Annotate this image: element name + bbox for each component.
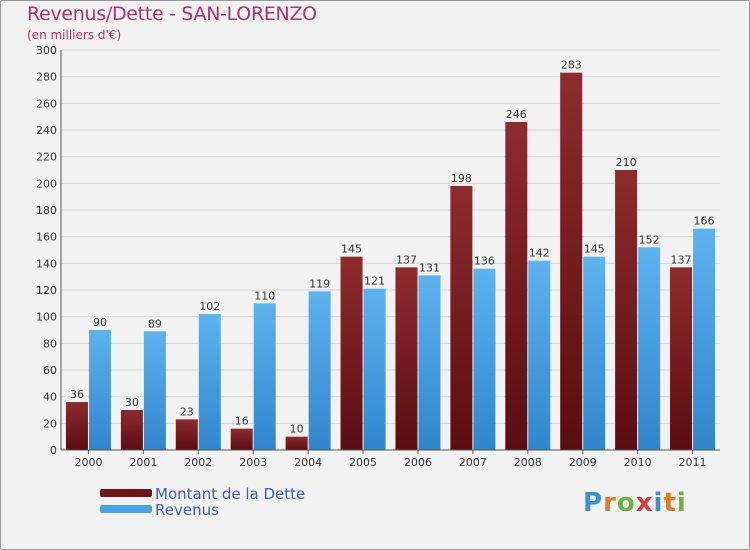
bar-revenue xyxy=(253,303,276,450)
x-tick-label: 2002 xyxy=(184,456,212,469)
data-label-revenue: 121 xyxy=(364,275,385,288)
bar-revenue xyxy=(473,268,496,450)
data-label-revenue: 102 xyxy=(199,300,220,313)
bar-revenue xyxy=(693,228,716,450)
x-tick-label: 2004 xyxy=(294,456,322,469)
x-tick-label: 2008 xyxy=(514,456,542,469)
y-tick-label: 40 xyxy=(43,391,57,404)
data-label-debt: 36 xyxy=(70,388,84,401)
legend-label-revenue: Revenus xyxy=(155,501,219,519)
x-tick-label: 2011 xyxy=(679,456,707,469)
logo-letter: P xyxy=(583,488,604,518)
y-tick-label: 280 xyxy=(36,71,57,84)
logo-letter: r xyxy=(603,488,617,518)
data-label-debt: 16 xyxy=(235,415,249,428)
bar-debt xyxy=(285,436,308,450)
bar-revenue xyxy=(638,247,661,450)
chart-subtitle: (en milliers d'€) xyxy=(27,28,122,42)
data-label-debt: 10 xyxy=(290,423,304,436)
y-tick-label: 0 xyxy=(50,444,57,457)
data-label-revenue: 142 xyxy=(529,247,550,260)
data-label-debt: 210 xyxy=(616,156,637,169)
x-tick-label: 2000 xyxy=(74,456,102,469)
data-label-debt: 30 xyxy=(125,396,139,409)
x-tick-label: 2010 xyxy=(624,456,652,469)
data-label-debt: 246 xyxy=(506,108,527,121)
data-label-revenue: 110 xyxy=(254,289,275,302)
bar-debt xyxy=(505,122,528,450)
logo-letter: i xyxy=(653,488,664,518)
bar-debt xyxy=(230,428,253,450)
bar-debt xyxy=(340,256,363,450)
data-label-revenue: 166 xyxy=(694,215,715,228)
bar-revenue xyxy=(583,256,606,450)
y-tick-label: 220 xyxy=(36,151,57,164)
legend-label-debt: Montant de la Dette xyxy=(155,485,306,503)
bar-revenue xyxy=(308,291,331,450)
y-tick-label: 300 xyxy=(36,44,57,57)
legend-swatch-debt xyxy=(100,489,152,497)
data-label-revenue: 90 xyxy=(93,316,107,329)
bar-debt xyxy=(395,267,418,450)
y-tick-label: 80 xyxy=(43,337,57,350)
data-label-debt: 137 xyxy=(671,253,692,266)
y-tick-label: 160 xyxy=(36,231,57,244)
plot-area xyxy=(61,50,720,450)
x-tick-label: 2003 xyxy=(239,456,267,469)
bar-revenue xyxy=(363,288,386,450)
y-tick-label: 100 xyxy=(36,311,57,324)
x-tick-label: 2001 xyxy=(129,456,157,469)
y-tick-label: 240 xyxy=(36,124,57,137)
logo-letter: x xyxy=(635,488,654,518)
data-label-debt: 198 xyxy=(451,172,472,185)
bar-revenue xyxy=(143,331,166,450)
y-tick-label: 60 xyxy=(43,364,57,377)
bar-debt xyxy=(65,402,88,450)
data-label-debt: 137 xyxy=(396,253,417,266)
logo-letter: o xyxy=(616,488,636,518)
y-tick-label: 260 xyxy=(36,97,57,110)
y-tick-label: 180 xyxy=(36,204,57,217)
data-label-debt: 145 xyxy=(341,243,362,256)
data-label-revenue: 89 xyxy=(148,317,162,330)
logo-letter: t xyxy=(663,488,677,518)
bar-debt xyxy=(560,72,583,451)
data-label-revenue: 136 xyxy=(474,255,495,268)
chart-title: Revenus/Dette - SAN-LORENZO xyxy=(27,3,317,25)
bar-revenue xyxy=(88,330,111,450)
y-tick-label: 140 xyxy=(36,257,57,270)
x-tick-label: 2005 xyxy=(349,456,377,469)
logo-letter: i xyxy=(676,488,687,518)
bar-revenue xyxy=(198,314,221,450)
y-tick-label: 20 xyxy=(43,417,57,430)
y-tick-label: 200 xyxy=(36,177,57,190)
bar-debt xyxy=(670,267,693,450)
proxiti-logo: Proxiti xyxy=(583,488,687,518)
x-tick-label: 2007 xyxy=(459,456,487,469)
legend-swatch-revenue xyxy=(100,505,152,513)
data-label-revenue: 145 xyxy=(584,243,605,256)
data-label-debt: 283 xyxy=(561,59,582,72)
data-label-revenue: 119 xyxy=(309,277,330,290)
bar-debt xyxy=(615,170,638,450)
bar-revenue xyxy=(418,275,441,450)
x-tick-label: 2009 xyxy=(569,456,597,469)
data-label-revenue: 152 xyxy=(639,233,660,246)
bar-debt xyxy=(120,410,143,450)
data-label-debt: 23 xyxy=(180,405,194,418)
bar-debt xyxy=(450,186,473,450)
bar-debt xyxy=(175,419,198,450)
y-tick-label: 120 xyxy=(36,284,57,297)
data-label-revenue: 131 xyxy=(419,261,440,274)
x-tick-label: 2006 xyxy=(404,456,432,469)
bar-revenue xyxy=(528,260,551,450)
